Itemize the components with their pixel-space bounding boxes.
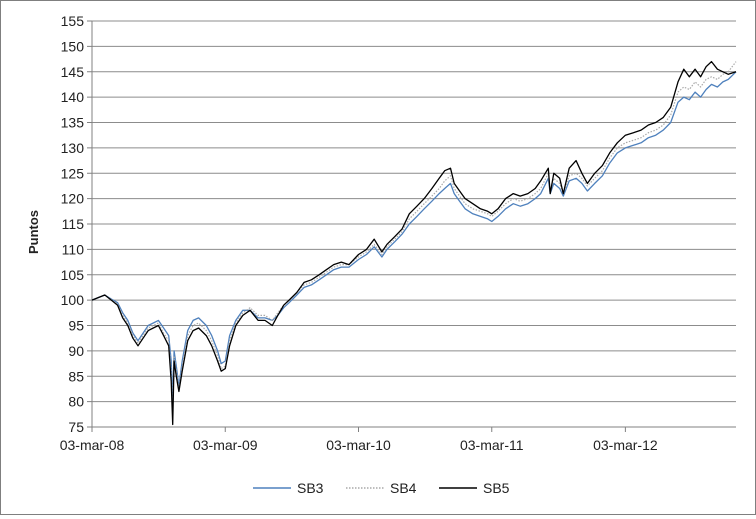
y-tick-label: 135 (61, 115, 85, 131)
y-tick-label: 85 (68, 368, 84, 384)
y-tick-label: 105 (61, 267, 85, 283)
y-tick-label: 130 (61, 140, 85, 156)
series-line-sb4 (91, 61, 737, 413)
gridlines (87, 20, 736, 428)
y-tick-label: 110 (62, 241, 85, 257)
y-tick-label: 125 (61, 165, 85, 181)
x-tick-labels: 03-mar-08 03-mar-09 03-mar-10 03-mar-11 03-m… (60, 437, 658, 453)
series-layer (91, 60, 737, 426)
x-tick-label: 03-mar-08 (60, 437, 125, 453)
y-tick-labels: 75 80 85 90 95 100 105 110 115 120 125 130 135 140 145… (61, 13, 85, 435)
axes (91, 21, 736, 432)
legend: SB3 SB4 SB5 (253, 480, 510, 496)
y-tick-label: 120 (61, 191, 85, 207)
y-axis-label: Puntos (26, 210, 41, 254)
x-tick-label: 03-mar-12 (593, 437, 658, 453)
y-tick-label: 95 (68, 318, 84, 334)
series-line-sb3 (91, 71, 737, 403)
x-tick-label: 03-mar-10 (326, 437, 391, 453)
y-tick-label: 80 (68, 394, 84, 410)
legend-label-sb3: SB3 (297, 480, 324, 496)
y-tick-label: 75 (68, 419, 84, 435)
x-tick-label: 03-mar-11 (460, 437, 524, 453)
y-tick-label: 140 (61, 89, 85, 105)
y-tick-label: 155 (61, 13, 85, 29)
series-line-sb5 (91, 60, 737, 426)
x-tick-label: 03-mar-09 (193, 437, 258, 453)
y-tick-label: 115 (62, 216, 85, 232)
legend-label-sb5: SB5 (483, 480, 510, 496)
y-tick-label: 90 (68, 343, 84, 359)
y-tick-label: 145 (61, 64, 85, 80)
y-tick-label: 150 (61, 38, 85, 54)
legend-label-sb4: SB4 (390, 480, 417, 496)
y-tick-label: 100 (61, 292, 85, 308)
